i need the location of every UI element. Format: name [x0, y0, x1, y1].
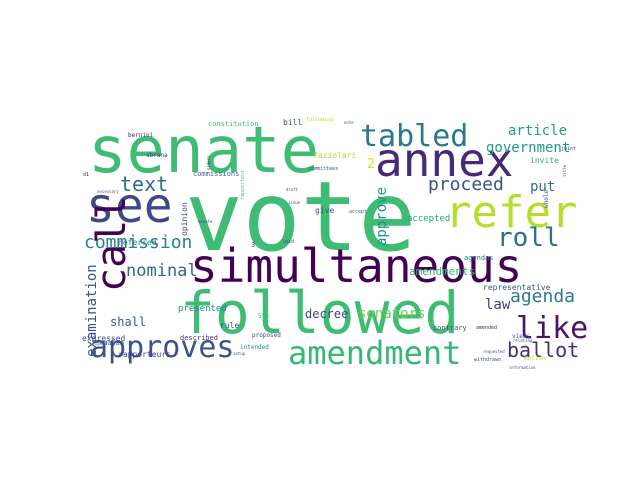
word-55: 5th	[258, 313, 269, 320]
word-18: article	[508, 123, 567, 139]
word-42: fazzolari	[313, 151, 357, 160]
word-11: like	[516, 311, 588, 346]
word-69: note	[344, 120, 354, 125]
word-44: proposed	[252, 332, 281, 339]
word-58: committees	[308, 166, 338, 172]
word-68: title	[562, 164, 567, 177]
word-26: amendments	[409, 265, 475, 278]
word-21: approve	[374, 187, 390, 246]
word-65: requested	[483, 349, 505, 354]
word-23: examination	[84, 264, 100, 357]
word-25: put	[530, 179, 555, 195]
word-73: speed	[95, 341, 108, 346]
word-67: information	[509, 365, 536, 370]
word-41: following	[306, 117, 333, 123]
word-6: refer	[445, 187, 577, 238]
word-46: referred	[118, 238, 157, 247]
word-29: accepted	[407, 214, 450, 224]
word-31: invite	[530, 156, 559, 165]
word-60: whole	[543, 190, 550, 208]
word-5: see	[86, 178, 173, 234]
word-74: issue	[288, 200, 301, 205]
word-34: expressed	[82, 334, 126, 343]
word-7: tabled	[360, 119, 468, 154]
word-76: senate	[198, 219, 213, 224]
word-36: rapporteurs	[118, 350, 171, 359]
word-72: setup	[233, 351, 246, 356]
word-17: agenda	[510, 286, 575, 307]
word-24: law	[485, 297, 511, 313]
word-53: 2	[367, 157, 375, 172]
word-56: laid	[282, 239, 294, 245]
word-28: shall	[110, 315, 146, 329]
word-4: annex	[375, 133, 513, 187]
word-16: proceed	[428, 174, 504, 195]
word-2: followed	[180, 279, 459, 347]
word-27: decree	[305, 307, 348, 321]
word-8: amendment	[288, 334, 461, 372]
word-35: described	[180, 334, 218, 342]
word-0: vote	[185, 161, 416, 273]
word-19: government	[486, 140, 570, 156]
word-64: withdrawn	[474, 357, 501, 363]
word-30: representative	[483, 283, 551, 292]
word-9: approves	[90, 330, 235, 365]
word-70: orders	[206, 155, 211, 170]
word-14: text	[120, 172, 168, 196]
word-57: rapporteur	[240, 170, 246, 200]
word-20: nominal	[126, 261, 198, 281]
word-1: senate	[88, 114, 319, 188]
word-43: intended	[240, 344, 269, 351]
word-49: sbrana	[146, 152, 168, 159]
word-75: necessary	[97, 189, 119, 194]
word-3: simultaneous	[190, 239, 522, 293]
word-12: roll	[497, 223, 560, 253]
word-54: 3	[251, 241, 255, 249]
word-38: commissions	[193, 170, 239, 178]
word-10: call	[89, 196, 135, 292]
word-51: contrary	[433, 324, 467, 332]
word-37: rule	[220, 321, 239, 330]
word-15: ballot	[507, 338, 579, 362]
word-63: motion	[524, 355, 546, 362]
word-61: joint	[561, 146, 576, 152]
word-33: presented	[178, 304, 227, 314]
word-40: bill	[283, 118, 302, 127]
word-45: give	[315, 206, 334, 215]
word-52: views	[512, 333, 530, 340]
word-48: bernini	[128, 132, 154, 139]
word-71: draft	[286, 187, 299, 192]
word-59: accept	[349, 209, 367, 215]
word-22: senators	[358, 306, 425, 322]
word-47: opinion	[180, 202, 189, 236]
word-32: agendas	[464, 254, 494, 262]
word-13: commission	[84, 232, 192, 253]
word-77: d1	[83, 172, 89, 178]
word-66: relating	[513, 338, 533, 343]
word-50: malan	[103, 339, 124, 347]
word-39: constitution	[208, 120, 259, 128]
word-62: amended	[476, 325, 497, 331]
